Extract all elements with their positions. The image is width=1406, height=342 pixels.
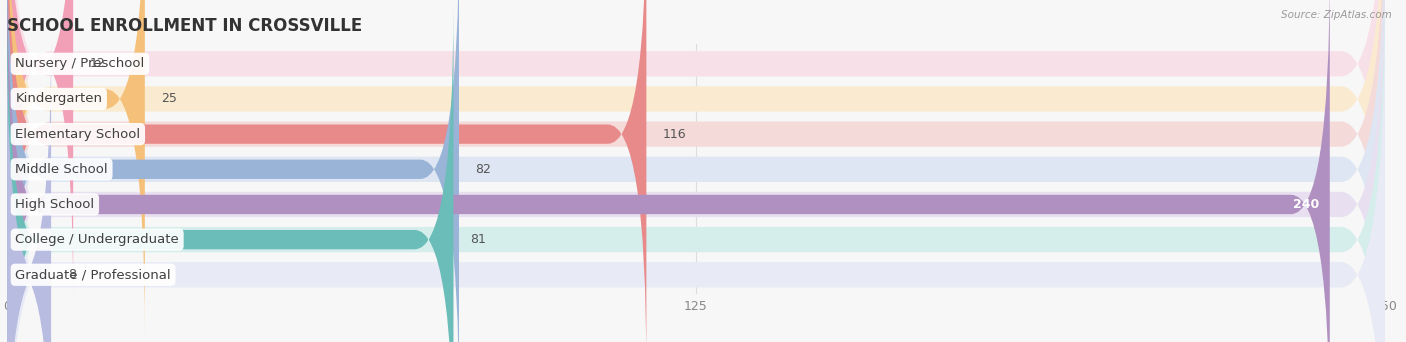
FancyBboxPatch shape bbox=[7, 0, 1385, 342]
FancyBboxPatch shape bbox=[7, 0, 1385, 332]
FancyBboxPatch shape bbox=[7, 0, 1385, 342]
FancyBboxPatch shape bbox=[7, 38, 51, 342]
FancyBboxPatch shape bbox=[7, 3, 454, 342]
Text: High School: High School bbox=[15, 198, 94, 211]
Text: Middle School: Middle School bbox=[15, 163, 108, 176]
Text: Source: ZipAtlas.com: Source: ZipAtlas.com bbox=[1281, 10, 1392, 20]
Text: Kindergarten: Kindergarten bbox=[15, 92, 103, 105]
FancyBboxPatch shape bbox=[7, 0, 1330, 342]
Text: Nursery / Preschool: Nursery / Preschool bbox=[15, 57, 145, 70]
FancyBboxPatch shape bbox=[7, 0, 1385, 342]
Text: 116: 116 bbox=[662, 128, 686, 141]
Text: Graduate / Professional: Graduate / Professional bbox=[15, 268, 172, 281]
Text: 25: 25 bbox=[162, 92, 177, 105]
FancyBboxPatch shape bbox=[7, 0, 145, 336]
Text: 82: 82 bbox=[475, 163, 491, 176]
Text: 81: 81 bbox=[470, 233, 486, 246]
Text: 12: 12 bbox=[90, 57, 105, 70]
Text: 240: 240 bbox=[1292, 198, 1319, 211]
FancyBboxPatch shape bbox=[7, 0, 73, 300]
Text: 8: 8 bbox=[67, 268, 76, 281]
Text: College / Undergraduate: College / Undergraduate bbox=[15, 233, 179, 246]
FancyBboxPatch shape bbox=[7, 0, 1385, 342]
Text: Elementary School: Elementary School bbox=[15, 128, 141, 141]
FancyBboxPatch shape bbox=[7, 0, 647, 342]
FancyBboxPatch shape bbox=[7, 6, 1385, 342]
Text: SCHOOL ENROLLMENT IN CROSSVILLE: SCHOOL ENROLLMENT IN CROSSVILLE bbox=[7, 16, 363, 35]
FancyBboxPatch shape bbox=[7, 0, 1385, 342]
FancyBboxPatch shape bbox=[7, 0, 458, 342]
